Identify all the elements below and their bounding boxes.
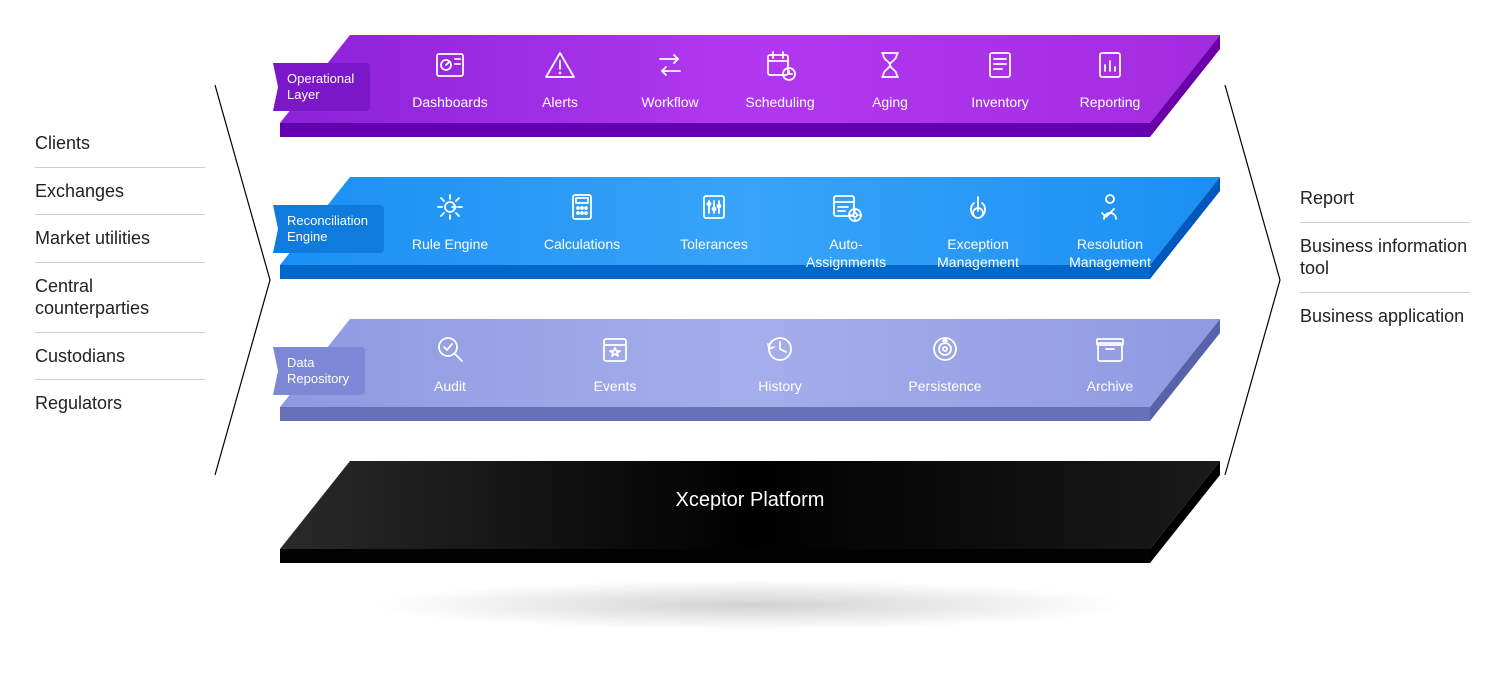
layer-tag-data: DataRepository bbox=[273, 347, 365, 395]
layer-tag-operational: OperationalLayer bbox=[273, 63, 370, 111]
feature-label: Calculations bbox=[544, 235, 620, 253]
layer-items: Audit Events History Persistence Archive bbox=[400, 331, 1160, 395]
layer-tag-reconciliation: ReconciliationEngine bbox=[273, 205, 384, 253]
workflow-icon bbox=[652, 47, 688, 93]
feature-aging: Aging bbox=[840, 47, 940, 111]
layer-reconciliation: ReconciliationEngineRule EngineCalculati… bbox=[280, 177, 1220, 279]
tolerances-icon bbox=[696, 189, 732, 235]
feature-alert: Alerts bbox=[510, 47, 610, 111]
history-icon bbox=[762, 331, 798, 377]
input-item: Custodians bbox=[35, 333, 205, 381]
layer-items: Rule Engine Calculations Tolerances Auto-​A… bbox=[400, 189, 1160, 272]
inputs-list: Clients Exchanges Market utilities Centr… bbox=[35, 120, 205, 427]
feature-label: Exception Management bbox=[928, 235, 1028, 271]
input-item: Clients bbox=[35, 120, 205, 168]
output-item: Report bbox=[1300, 175, 1470, 223]
feature-label: Aging bbox=[872, 93, 908, 111]
exception-icon bbox=[960, 189, 996, 235]
feature-autoassign: Auto-​Assignments bbox=[796, 189, 896, 272]
platform-label: Xceptor Platform bbox=[280, 489, 1220, 512]
platform-stack: OperationalLayerDashboardsAlertsWorkflow… bbox=[280, 35, 1220, 563]
feature-label: Rule Engine bbox=[412, 235, 488, 253]
feature-resolution: Resolution Management bbox=[1060, 189, 1160, 272]
feature-label: Inventory bbox=[971, 93, 1029, 111]
feature-label: Reporting bbox=[1080, 93, 1141, 111]
archive-icon bbox=[1092, 331, 1128, 377]
feature-label: Scheduling bbox=[745, 93, 814, 111]
aging-icon bbox=[872, 47, 908, 93]
feature-label: Audit bbox=[434, 377, 466, 395]
audit-icon bbox=[432, 331, 468, 377]
layer-items: Dashboards Alerts Workflow Scheduling Aging I… bbox=[400, 47, 1160, 111]
dashboard-icon bbox=[432, 47, 468, 93]
feature-calc: Calculations bbox=[532, 189, 632, 272]
feature-archive: Archive bbox=[1060, 331, 1160, 395]
inventory-icon bbox=[982, 47, 1018, 93]
feature-history: History bbox=[730, 331, 830, 395]
feature-persistence: Persistence bbox=[895, 331, 995, 395]
feature-workflow: Workflow bbox=[620, 47, 720, 111]
output-item: Business application bbox=[1300, 293, 1470, 340]
alert-icon bbox=[542, 47, 578, 93]
feature-label: Auto-​Assignments bbox=[796, 235, 896, 271]
resolution-icon bbox=[1092, 189, 1128, 235]
input-item: Exchanges bbox=[35, 168, 205, 216]
feature-reporting: Reporting bbox=[1060, 47, 1160, 111]
gear-icon bbox=[432, 189, 468, 235]
reporting-icon bbox=[1092, 47, 1128, 93]
events-icon bbox=[597, 331, 633, 377]
feature-tolerances: Tolerances bbox=[664, 189, 764, 272]
arrow-out-icon bbox=[1215, 80, 1285, 480]
feature-label: Tolerances bbox=[680, 235, 748, 253]
feature-dashboard: Dashboards bbox=[400, 47, 500, 111]
platform-slab: Xceptor Platform bbox=[280, 461, 1220, 563]
feature-label: Resolution Management bbox=[1060, 235, 1160, 271]
feature-label: Dashboards bbox=[412, 93, 488, 111]
outputs-list: Report Business information tool Busines… bbox=[1300, 175, 1470, 339]
feature-scheduling: Scheduling bbox=[730, 47, 830, 111]
feature-label: Workflow bbox=[641, 93, 698, 111]
persistence-icon bbox=[927, 331, 963, 377]
output-item: Business information tool bbox=[1300, 223, 1470, 293]
stack-shadow bbox=[370, 580, 1130, 630]
feature-label: Persistence bbox=[908, 377, 981, 395]
layer-data: DataRepositoryAuditEventsHistoryPersiste… bbox=[280, 319, 1220, 421]
feature-label: Alerts bbox=[542, 93, 578, 111]
autoassign-icon bbox=[828, 189, 864, 235]
calc-icon bbox=[564, 189, 600, 235]
feature-audit: Audit bbox=[400, 331, 500, 395]
feature-events: Events bbox=[565, 331, 665, 395]
scheduling-icon bbox=[762, 47, 798, 93]
feature-label: History bbox=[758, 377, 802, 395]
feature-label: Events bbox=[594, 377, 637, 395]
feature-label: Archive bbox=[1087, 377, 1134, 395]
layer-operational: OperationalLayerDashboardsAlertsWorkflow… bbox=[280, 35, 1220, 137]
input-item: Market utilities bbox=[35, 215, 205, 263]
feature-gear: Rule Engine bbox=[400, 189, 500, 272]
feature-inventory: Inventory bbox=[950, 47, 1050, 111]
input-item: Central counterparties bbox=[35, 263, 205, 333]
input-item: Regulators bbox=[35, 380, 205, 427]
feature-exception: Exception Management bbox=[928, 189, 1028, 272]
arrow-in-icon bbox=[210, 80, 280, 480]
